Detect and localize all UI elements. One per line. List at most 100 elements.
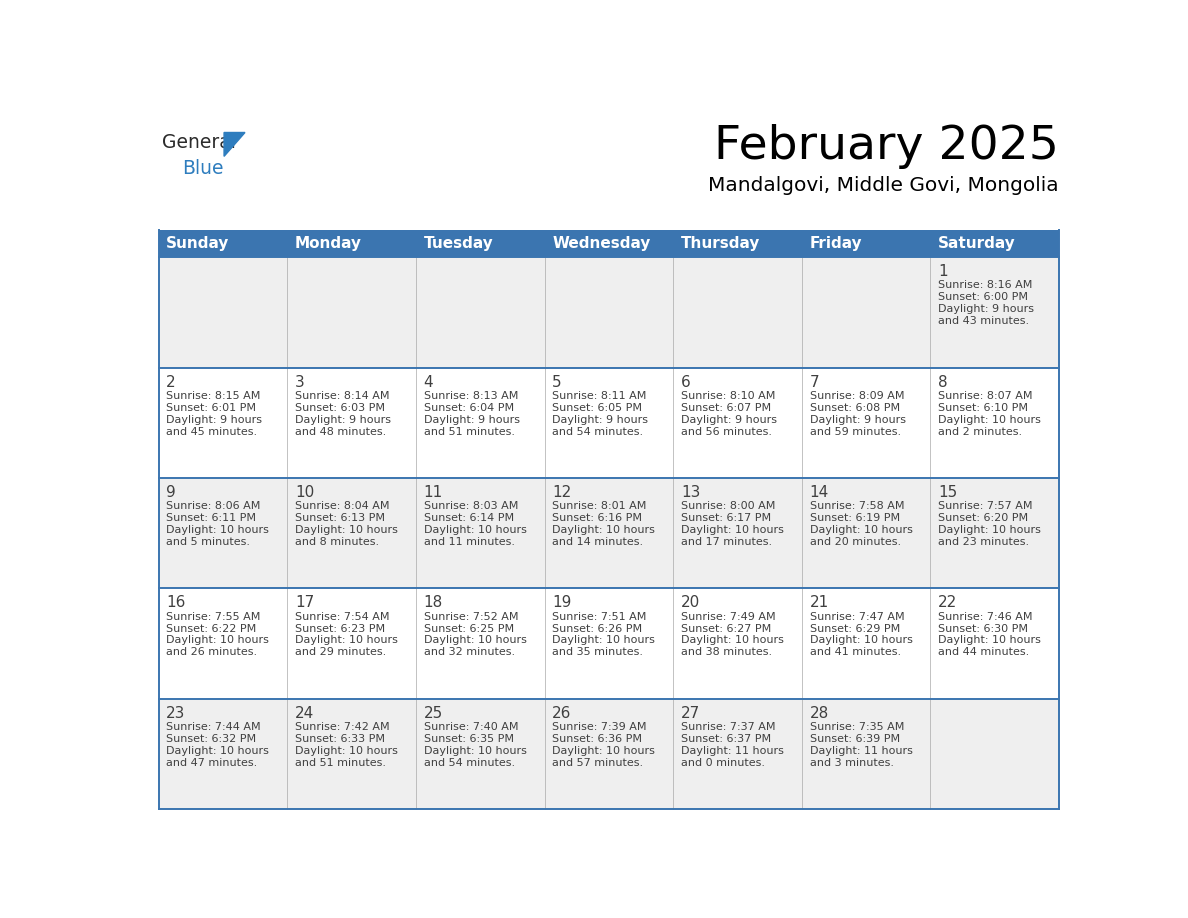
Text: and 20 minutes.: and 20 minutes.	[809, 537, 901, 547]
Text: 21: 21	[809, 596, 829, 610]
Text: Sunset: 6:39 PM: Sunset: 6:39 PM	[809, 733, 899, 744]
Text: Sunset: 6:20 PM: Sunset: 6:20 PM	[939, 513, 1029, 523]
Text: Daylight: 10 hours: Daylight: 10 hours	[809, 525, 912, 535]
Text: Sunset: 6:08 PM: Sunset: 6:08 PM	[809, 403, 899, 413]
Text: Sunset: 6:03 PM: Sunset: 6:03 PM	[295, 403, 385, 413]
Text: Sunrise: 7:49 AM: Sunrise: 7:49 AM	[681, 611, 776, 621]
Text: Daylight: 10 hours: Daylight: 10 hours	[552, 635, 655, 645]
Text: Saturday: Saturday	[939, 236, 1016, 251]
Text: Sunset: 6:26 PM: Sunset: 6:26 PM	[552, 623, 643, 633]
Text: 19: 19	[552, 596, 571, 610]
Text: Sunrise: 7:51 AM: Sunrise: 7:51 AM	[552, 611, 646, 621]
Text: Sunrise: 8:09 AM: Sunrise: 8:09 AM	[809, 391, 904, 401]
Text: 22: 22	[939, 596, 958, 610]
Text: Daylight: 10 hours: Daylight: 10 hours	[552, 745, 655, 756]
Text: February 2025: February 2025	[714, 124, 1060, 169]
Text: and 26 minutes.: and 26 minutes.	[166, 647, 258, 657]
Text: Sunset: 6:36 PM: Sunset: 6:36 PM	[552, 733, 643, 744]
Text: and 57 minutes.: and 57 minutes.	[552, 757, 644, 767]
Text: 5: 5	[552, 375, 562, 389]
Text: Sunrise: 7:42 AM: Sunrise: 7:42 AM	[295, 722, 390, 732]
Text: Sunrise: 8:06 AM: Sunrise: 8:06 AM	[166, 501, 260, 511]
Text: Daylight: 10 hours: Daylight: 10 hours	[424, 525, 526, 535]
Text: Tuesday: Tuesday	[424, 236, 493, 251]
Text: Sunrise: 7:57 AM: Sunrise: 7:57 AM	[939, 501, 1032, 511]
Text: Sunrise: 7:46 AM: Sunrise: 7:46 AM	[939, 611, 1032, 621]
Text: Daylight: 10 hours: Daylight: 10 hours	[166, 635, 270, 645]
Text: Sunset: 6:30 PM: Sunset: 6:30 PM	[939, 623, 1029, 633]
Text: Sunset: 6:04 PM: Sunset: 6:04 PM	[424, 403, 513, 413]
Text: and 5 minutes.: and 5 minutes.	[166, 537, 251, 547]
Text: and 11 minutes.: and 11 minutes.	[424, 537, 514, 547]
Text: Daylight: 10 hours: Daylight: 10 hours	[424, 745, 526, 756]
Bar	[158, 230, 1060, 257]
Text: Sunrise: 8:04 AM: Sunrise: 8:04 AM	[295, 501, 390, 511]
Text: Sunset: 6:25 PM: Sunset: 6:25 PM	[424, 623, 513, 633]
Text: Sunrise: 7:35 AM: Sunrise: 7:35 AM	[809, 722, 904, 732]
Text: General: General	[163, 133, 236, 152]
Text: Sunset: 6:33 PM: Sunset: 6:33 PM	[295, 733, 385, 744]
Text: 11: 11	[424, 485, 443, 500]
Text: Sunrise: 8:01 AM: Sunrise: 8:01 AM	[552, 501, 646, 511]
Text: and 17 minutes.: and 17 minutes.	[681, 537, 772, 547]
Text: Daylight: 10 hours: Daylight: 10 hours	[166, 525, 270, 535]
Text: and 2 minutes.: and 2 minutes.	[939, 427, 1023, 437]
Text: 9: 9	[166, 485, 176, 500]
Text: 18: 18	[424, 596, 443, 610]
Text: and 48 minutes.: and 48 minutes.	[295, 427, 386, 437]
Text: Daylight: 10 hours: Daylight: 10 hours	[809, 635, 912, 645]
Text: Daylight: 10 hours: Daylight: 10 hours	[939, 415, 1041, 425]
Text: Sunset: 6:14 PM: Sunset: 6:14 PM	[424, 513, 513, 523]
Text: 3: 3	[295, 375, 305, 389]
Text: Sunset: 6:32 PM: Sunset: 6:32 PM	[166, 733, 257, 744]
Text: Thursday: Thursday	[681, 236, 760, 251]
Text: Daylight: 10 hours: Daylight: 10 hours	[295, 745, 398, 756]
Text: 16: 16	[166, 596, 185, 610]
Text: Sunrise: 8:03 AM: Sunrise: 8:03 AM	[424, 501, 518, 511]
Text: 6: 6	[681, 375, 690, 389]
Text: Daylight: 10 hours: Daylight: 10 hours	[552, 525, 655, 535]
Text: Sunset: 6:27 PM: Sunset: 6:27 PM	[681, 623, 771, 633]
Text: Sunrise: 8:15 AM: Sunrise: 8:15 AM	[166, 391, 260, 401]
Text: 17: 17	[295, 596, 314, 610]
Text: Sunset: 6:05 PM: Sunset: 6:05 PM	[552, 403, 643, 413]
Text: Sunrise: 8:11 AM: Sunrise: 8:11 AM	[552, 391, 646, 401]
Text: Sunrise: 7:47 AM: Sunrise: 7:47 AM	[809, 611, 904, 621]
Bar	[158, 257, 1060, 367]
Text: Daylight: 9 hours: Daylight: 9 hours	[552, 415, 649, 425]
Text: Daylight: 9 hours: Daylight: 9 hours	[809, 415, 905, 425]
Text: Friday: Friday	[809, 236, 862, 251]
Text: Daylight: 11 hours: Daylight: 11 hours	[809, 745, 912, 756]
Text: Daylight: 10 hours: Daylight: 10 hours	[939, 525, 1041, 535]
Text: Daylight: 9 hours: Daylight: 9 hours	[424, 415, 519, 425]
Text: and 47 minutes.: and 47 minutes.	[166, 757, 258, 767]
Text: and 54 minutes.: and 54 minutes.	[552, 427, 644, 437]
Text: Sunrise: 8:13 AM: Sunrise: 8:13 AM	[424, 391, 518, 401]
Text: 12: 12	[552, 485, 571, 500]
Text: Sunset: 6:01 PM: Sunset: 6:01 PM	[166, 403, 257, 413]
Text: Sunset: 6:13 PM: Sunset: 6:13 PM	[295, 513, 385, 523]
Text: Sunrise: 7:39 AM: Sunrise: 7:39 AM	[552, 722, 646, 732]
Text: Sunrise: 7:58 AM: Sunrise: 7:58 AM	[809, 501, 904, 511]
Text: and 38 minutes.: and 38 minutes.	[681, 647, 772, 657]
Text: and 29 minutes.: and 29 minutes.	[295, 647, 386, 657]
Text: and 32 minutes.: and 32 minutes.	[424, 647, 514, 657]
Text: 23: 23	[166, 706, 185, 721]
Text: Monday: Monday	[295, 236, 362, 251]
Text: 4: 4	[424, 375, 434, 389]
Text: Daylight: 9 hours: Daylight: 9 hours	[166, 415, 263, 425]
Text: 2: 2	[166, 375, 176, 389]
Text: Sunset: 6:00 PM: Sunset: 6:00 PM	[939, 292, 1029, 302]
Text: and 56 minutes.: and 56 minutes.	[681, 427, 772, 437]
Text: 24: 24	[295, 706, 314, 721]
Text: and 8 minutes.: and 8 minutes.	[295, 537, 379, 547]
Text: Daylight: 9 hours: Daylight: 9 hours	[939, 304, 1035, 314]
Text: and 35 minutes.: and 35 minutes.	[552, 647, 643, 657]
Polygon shape	[225, 132, 245, 156]
Text: Daylight: 10 hours: Daylight: 10 hours	[681, 525, 784, 535]
Text: Sunset: 6:10 PM: Sunset: 6:10 PM	[939, 403, 1029, 413]
Text: Sunset: 6:23 PM: Sunset: 6:23 PM	[295, 623, 385, 633]
Text: Daylight: 10 hours: Daylight: 10 hours	[295, 525, 398, 535]
Text: and 54 minutes.: and 54 minutes.	[424, 757, 514, 767]
Text: 1: 1	[939, 264, 948, 279]
